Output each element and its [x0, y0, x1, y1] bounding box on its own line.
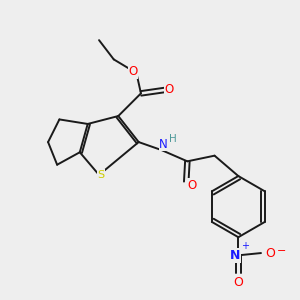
Text: O: O: [233, 276, 243, 289]
Text: +: +: [241, 241, 249, 251]
Text: N: N: [159, 138, 168, 151]
Text: O: O: [265, 247, 275, 260]
Text: O: O: [165, 83, 174, 97]
Text: −: −: [277, 246, 286, 256]
Text: S: S: [98, 170, 105, 180]
Text: O: O: [128, 65, 138, 78]
Text: H: H: [169, 134, 176, 144]
Text: N: N: [230, 249, 240, 262]
Text: O: O: [187, 178, 196, 192]
